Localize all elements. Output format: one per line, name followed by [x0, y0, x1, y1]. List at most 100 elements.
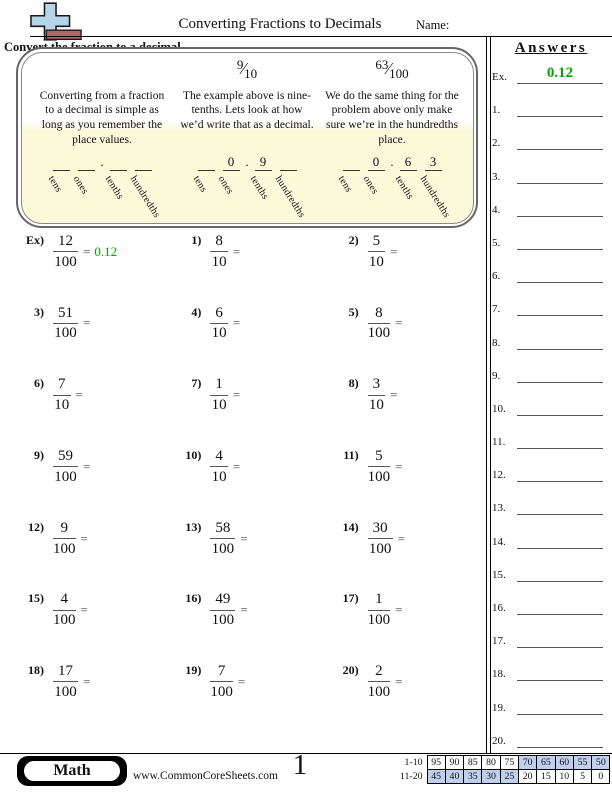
fraction-numerator: 12 — [53, 233, 78, 253]
problem-number: 4) — [191, 304, 202, 319]
place-value-label: tens — [335, 173, 354, 195]
fraction-denominator: 10 — [368, 253, 384, 270]
problems-grid: Ex) 12 100 = 0.12 1) 8 10 = 2) 5 10 = — [12, 231, 484, 733]
score-table-row: 1-10 95 90 85 80 75 70 65 60 55 50 — [396, 755, 611, 770]
problem-number: Ex) — [26, 233, 44, 247]
equals-sign: = — [83, 673, 91, 689]
problem-cell: 10) 4 10 = — [169, 446, 326, 518]
score-cell: 75 — [499, 755, 519, 770]
place-value-diagram: tens 0 ones. 6 tenths 3 hundredths — [320, 153, 465, 220]
answer-blank[interactable] — [517, 546, 603, 549]
fraction: 49 100 — [210, 591, 236, 629]
score-cell: 70 — [517, 755, 538, 770]
answer-number: 7. — [492, 303, 501, 316]
answer-blank[interactable] — [517, 214, 603, 217]
answer-row: 2. — [492, 117, 610, 151]
answer-blank[interactable] — [517, 380, 603, 383]
answer-blank[interactable] — [517, 247, 603, 250]
problem-cell: 14) 30 100 = — [327, 518, 484, 590]
answer-blank[interactable] — [517, 413, 603, 416]
place-value-digit — [198, 154, 215, 169]
denominator: 10 — [244, 65, 258, 81]
equals-sign: = — [232, 315, 241, 331]
website-link[interactable]: www.CommonCoreSheets.com — [133, 770, 278, 782]
answer-number: 12. — [492, 469, 506, 482]
equals-sign: = — [397, 530, 405, 546]
equals-sign: = — [232, 387, 241, 403]
answer-number: 18. — [492, 668, 506, 681]
answer-number: 11. — [492, 436, 506, 449]
answer-blank[interactable]: 0.12 — [517, 66, 603, 84]
fraction: 6 10 — [210, 305, 228, 343]
fraction-numerator: 17 — [53, 663, 78, 683]
problem-cell: 20) 2 100 = — [327, 661, 484, 733]
answer-blank[interactable] — [517, 678, 603, 682]
fraction-slash: ⁄ — [387, 58, 391, 78]
fraction-group: 4 10 = — [210, 448, 240, 486]
answer-row: 5. — [492, 217, 610, 250]
fraction-numerator: 9 — [53, 520, 76, 540]
answers-title: Answers — [514, 40, 588, 56]
place-value-label: ones — [360, 173, 380, 197]
answer-value: 0.12 — [546, 65, 574, 81]
fraction: 7 10 — [53, 376, 71, 414]
fraction-denominator: 100 — [367, 325, 391, 342]
problem-number: 6) — [34, 376, 44, 391]
answer-number: 16. — [492, 602, 506, 614]
answer-blank[interactable] — [517, 579, 603, 582]
fraction: 58 100 — [210, 520, 236, 558]
score-range-label: 11-20 — [400, 771, 423, 782]
problem-cell: 5) 8 100 = — [327, 303, 484, 375]
answer-row: 8. — [492, 316, 610, 350]
answer-blank[interactable] — [517, 347, 603, 350]
fraction-denominator: 100 — [210, 683, 233, 700]
answer-blank[interactable] — [517, 446, 603, 450]
example-fraction-sixtythree-hundredths: 63⁄100 — [320, 57, 465, 89]
answer-blank[interactable] — [517, 313, 603, 317]
answer-blank[interactable] — [517, 114, 603, 118]
equals-sign: = — [390, 387, 398, 403]
answer-blank[interactable] — [517, 147, 603, 151]
answer-row: 17. — [492, 615, 610, 649]
answer-number: 8. — [492, 336, 501, 349]
score-cell: 60 — [554, 755, 574, 770]
answer-row: 16. — [492, 582, 610, 615]
equals-sign: = — [83, 315, 91, 331]
answer-row: 15. — [492, 549, 610, 582]
problem-cell: 19) 7 100 = — [169, 661, 326, 733]
answer-blank[interactable] — [517, 512, 603, 516]
problem-cell: 6) 7 10 = — [12, 374, 169, 446]
score-cell: 25 — [499, 769, 519, 784]
place-value-label: tenths — [102, 173, 126, 202]
place-value-digit — [78, 154, 95, 169]
place-value-digit: 3 — [429, 153, 437, 169]
answer-row: 18. — [492, 648, 610, 682]
fraction-numerator: 3 — [367, 376, 386, 396]
score-range-label: 1-10 — [404, 757, 423, 768]
place-value-slot: hundredths — [127, 154, 162, 220]
fraction: 4 10 — [210, 448, 228, 486]
answer-blank[interactable] — [517, 280, 603, 284]
place-value-label: hundredths — [272, 173, 307, 220]
answer-blank[interactable] — [517, 712, 603, 715]
answer-blank[interactable] — [517, 645, 603, 649]
place-value-label: ones — [215, 173, 235, 197]
score-cell: 5 — [572, 769, 593, 784]
fraction-denominator: 100 — [368, 540, 392, 557]
header-rule-name-line[interactable] — [30, 36, 612, 37]
answer-row: 9. — [492, 350, 610, 383]
answer-blank[interactable] — [517, 479, 603, 483]
place-value-digit — [135, 154, 152, 169]
answer-blank[interactable] — [517, 181, 603, 184]
answer-blank[interactable] — [517, 745, 603, 748]
problem-cell: 2) 5 10 = — [327, 231, 484, 303]
page-number: 1 — [292, 749, 308, 781]
fraction-numerator: 7 — [53, 376, 71, 396]
answer-number: Ex. — [492, 71, 507, 83]
problem-number: 13) — [185, 519, 202, 534]
score-cell: 80 — [481, 755, 501, 770]
fraction-denominator: 100 — [211, 540, 235, 557]
example-paragraph: Converting from a fraction to a decimal … — [39, 88, 165, 146]
answer-blank[interactable] — [517, 612, 603, 615]
problem-cell: 9) 59 100 = — [12, 446, 169, 518]
